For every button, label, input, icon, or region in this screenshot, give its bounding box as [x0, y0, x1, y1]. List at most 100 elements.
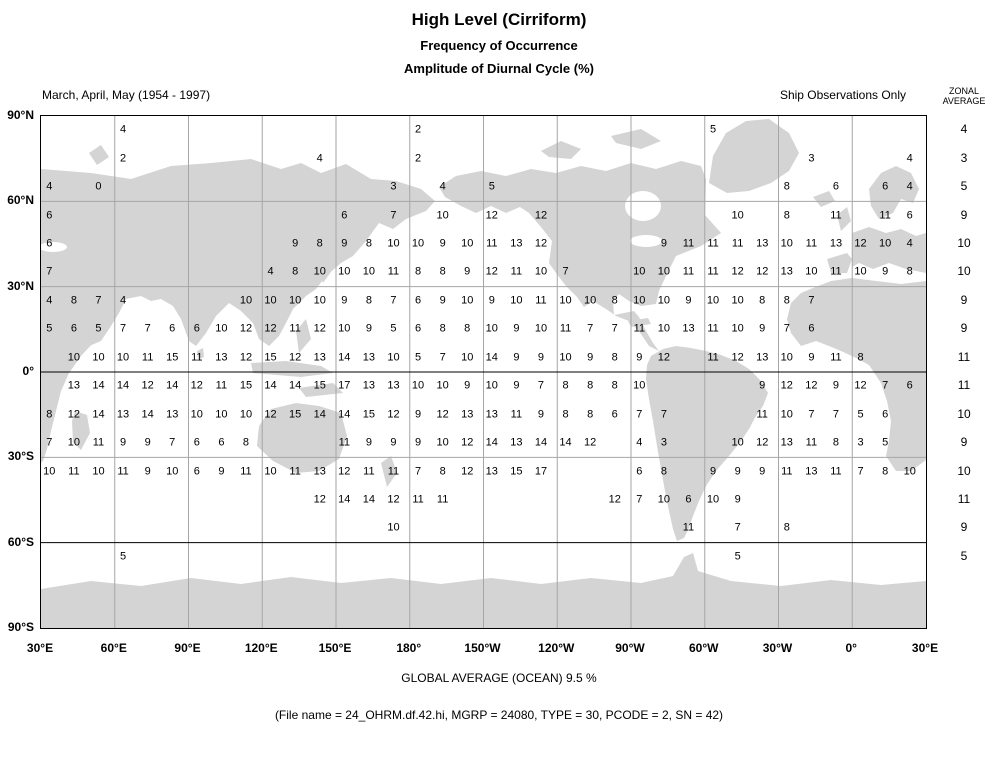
- grid-value: 9: [365, 322, 372, 335]
- grid-value: 4: [439, 180, 446, 193]
- latitude-tick-label: 0°: [22, 363, 34, 378]
- grid-value: 7: [439, 351, 446, 364]
- grid-value: 10: [116, 351, 130, 364]
- grid-value: 13: [387, 379, 400, 392]
- grid-value: 7: [390, 209, 397, 222]
- grid-value: 10: [584, 294, 597, 307]
- grid-value: 10: [657, 322, 670, 335]
- grid-value: 9: [513, 379, 520, 392]
- grid-value: 9: [365, 436, 372, 449]
- grid-value: 8: [562, 408, 569, 421]
- grid-value: 7: [587, 322, 594, 335]
- latitude-tick-label: 30°N: [7, 278, 34, 293]
- grid-value: 9: [759, 379, 766, 392]
- grid-value: 14: [289, 379, 302, 392]
- grid-value: 13: [485, 408, 498, 421]
- grid-value: 10: [264, 294, 277, 307]
- grid-value: 11: [707, 322, 719, 335]
- grid-value: 14: [362, 493, 375, 506]
- zonal-average-value: 10: [957, 264, 971, 279]
- grid-value: 13: [756, 237, 769, 250]
- grid-value: 11: [412, 493, 424, 506]
- latitude-tick-label: 30°S: [7, 449, 34, 464]
- grid-value: 8: [292, 265, 299, 278]
- grid-value: 10: [313, 294, 326, 307]
- grid-value: 9: [537, 408, 545, 421]
- grid-value: 6: [46, 237, 53, 250]
- grid-value: 13: [485, 465, 498, 478]
- grid-value: 5: [488, 180, 495, 193]
- latitude-tick-label: 90°N: [7, 108, 34, 122]
- zonal-average-value: 10: [957, 463, 971, 478]
- grid-value: 3: [660, 436, 667, 449]
- grid-value: 11: [535, 294, 547, 307]
- grid-value: 10: [559, 294, 572, 307]
- grid-value: 8: [242, 436, 250, 449]
- grid-value: 10: [780, 351, 793, 364]
- grid-value: 8: [562, 379, 569, 392]
- grid-value: 12: [534, 237, 548, 250]
- grid-value: 6: [46, 209, 53, 222]
- grid-value: 10: [387, 237, 400, 250]
- grid-value: 8: [439, 265, 446, 278]
- grid-value: 5: [46, 322, 53, 335]
- grid-value: 5: [95, 322, 102, 335]
- grid-value: 9: [218, 465, 225, 478]
- zonal-average-header-line1: ZONAL: [948, 86, 979, 96]
- grid-value: 14: [264, 379, 277, 392]
- grid-value: 8: [46, 408, 53, 421]
- grid-value: 8: [587, 408, 594, 421]
- grid-value: 14: [141, 408, 154, 421]
- longitude-tick-label: 60°E: [100, 641, 127, 655]
- grid-value: 14: [338, 351, 351, 364]
- grid-value: 6: [218, 436, 225, 449]
- zonal-average-value: 4: [960, 122, 968, 137]
- grid-value: 10: [461, 294, 474, 307]
- ship-observations-label: Ship Observations Only: [779, 88, 906, 102]
- zonal-average-value: 9: [960, 292, 968, 307]
- latitude-tick-label: 60°S: [7, 534, 34, 549]
- grid-value: 11: [707, 265, 719, 278]
- zonal-average-value: 9: [960, 520, 968, 535]
- grid-value: 10: [166, 465, 179, 478]
- grid-value: 11: [682, 237, 695, 250]
- grid-value: 6: [193, 436, 200, 449]
- grid-value: 9: [292, 237, 299, 250]
- map-frame: 4 2 5 2 4 2 3 4 4 0 3 4 5 8 6 6 4 6 6 7 10 12 12 10 8 11 11 6 6 9 8 9 8 1…: [40, 115, 927, 629]
- grid-value: 13: [461, 408, 474, 421]
- grid-value: 4: [906, 237, 913, 250]
- grid-value: 10: [387, 521, 400, 534]
- grid-value: 8: [783, 521, 790, 534]
- grid-value: 10: [215, 408, 228, 421]
- grid-value: 6: [906, 379, 913, 392]
- grid-value: 13: [780, 265, 793, 278]
- grid-value: 13: [67, 379, 80, 392]
- grid-value: 10: [461, 351, 474, 364]
- grid-value: 12: [239, 351, 253, 364]
- grid-value: 10: [854, 265, 867, 278]
- grid-value: 7: [95, 294, 102, 307]
- grid-value: 11: [731, 237, 744, 250]
- grid-value: 12: [461, 436, 474, 449]
- grid-value: 12: [608, 493, 621, 506]
- grid-value: 10: [903, 465, 916, 478]
- grid-value: 12: [239, 322, 253, 335]
- grid-value: 5: [857, 408, 864, 421]
- grid-value: 13: [682, 322, 695, 335]
- grid-value: 11: [289, 322, 301, 335]
- grid-value: 13: [362, 351, 375, 364]
- latitude-axis: 90°N 60°N 30°N 0° 30°S 60°S 90°S: [0, 108, 36, 634]
- grid-value: 6: [808, 322, 815, 335]
- grid-value: 12: [780, 379, 793, 392]
- grid-value: 11: [805, 436, 818, 449]
- grid-values-layer: 4 2 5 2 4 2 3 4 4 0 3 4 5 8 6 6 4 6 6 7 10 12 12 10 8 11 11 6 6 9 8 9 8 1…: [41, 116, 926, 628]
- grid-value: 7: [611, 322, 618, 335]
- grid-value: 10: [633, 379, 646, 392]
- latitude-tick-label: 60°N: [7, 193, 34, 208]
- grid-value: 17: [534, 465, 548, 478]
- grid-value: 8: [439, 465, 446, 478]
- grid-value: 10: [706, 493, 720, 506]
- grid-value: 10: [485, 379, 498, 392]
- global-average-label: GLOBAL AVERAGE (OCEAN) 9.5 %: [401, 671, 597, 685]
- grid-value: 10: [411, 379, 425, 392]
